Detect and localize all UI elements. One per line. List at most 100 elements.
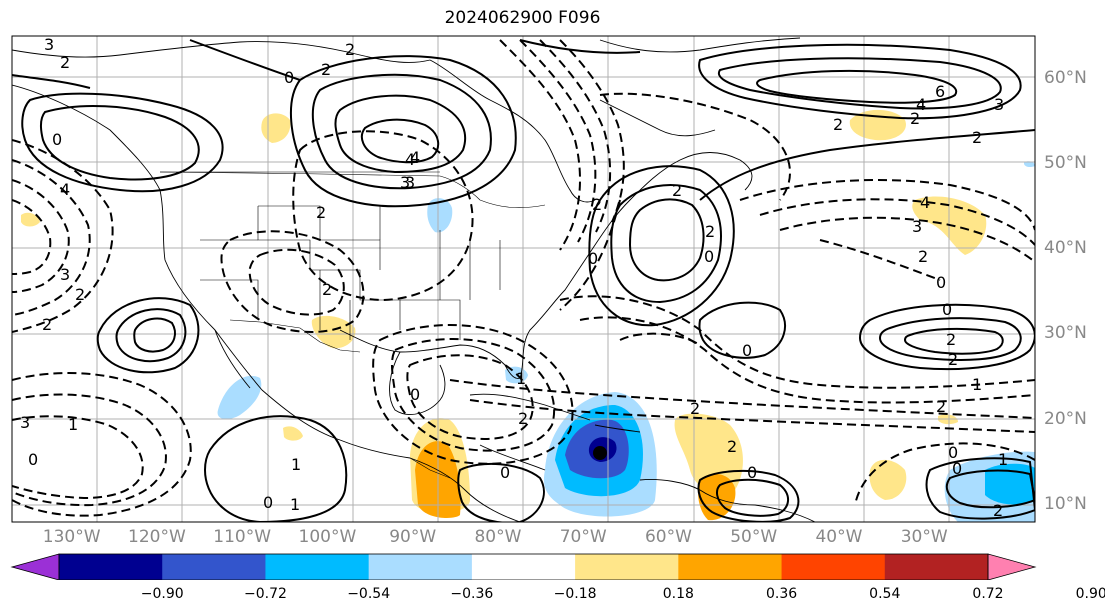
- contour-label: 1: [516, 369, 526, 388]
- contour-label: 1: [998, 450, 1008, 469]
- contour-label: 2: [972, 128, 982, 147]
- colorbar-tick-label: −0.36: [450, 586, 494, 602]
- contour-label: 2: [993, 501, 1003, 520]
- colorbar-tick-label: 0.36: [765, 586, 798, 602]
- contour-label: 2: [322, 280, 332, 299]
- latitude-label: 30°N: [1044, 323, 1087, 344]
- contour-label: 0: [588, 249, 598, 268]
- contour-label: 2: [60, 53, 70, 72]
- contour-label: 0: [704, 247, 714, 266]
- shade-mexico-positive: [311, 315, 356, 349]
- colorbar-segment: [575, 554, 679, 580]
- contour-label: 2: [672, 181, 682, 200]
- contour-label: 2: [75, 285, 85, 304]
- colorbar: [10, 553, 1037, 580]
- contour-label: 0: [500, 463, 510, 482]
- contour-label: 4: [405, 150, 415, 169]
- contour-label: 4: [920, 193, 930, 212]
- contour-label: 3: [44, 35, 54, 54]
- shade-pacific-positive-c: [21, 212, 40, 227]
- colorbar-segment: [678, 554, 783, 580]
- shade-atlantic-negative-medium: [985, 463, 1035, 505]
- longitude-label: 110°W: [213, 527, 272, 547]
- contour-label: 0: [948, 443, 958, 462]
- contour-label: 2: [936, 397, 946, 416]
- contour-label: 0: [263, 493, 273, 512]
- contour-label: 0: [28, 450, 38, 469]
- latitude-label: 10°N: [1044, 493, 1087, 514]
- contour-label: 0: [936, 273, 946, 292]
- colorbar-segment: [162, 554, 266, 580]
- longitude-label: 100°W: [298, 527, 357, 547]
- contour-label: 3: [912, 217, 922, 236]
- shade-atlantic-negative-small: [1024, 161, 1035, 168]
- contour-label: 2: [690, 399, 700, 418]
- contour-label: 2: [946, 330, 956, 349]
- colorbar-tick-label: −0.54: [347, 586, 391, 602]
- contour-label: 0: [284, 68, 294, 87]
- contour-label: 3: [994, 95, 1004, 114]
- colorbar-tick-label: 0.72: [972, 586, 1004, 602]
- latitude-label: 20°N: [1044, 408, 1087, 429]
- solid-contours: [12, 39, 1035, 522]
- contour-label: 0: [952, 459, 962, 478]
- colorbar-segment: [59, 554, 163, 580]
- colorbar-tick-label: −0.72: [243, 586, 287, 602]
- latitude-label: 50°N: [1044, 152, 1087, 173]
- longitude-label: 80°W: [474, 527, 522, 547]
- contour-label: 3: [20, 413, 30, 432]
- colorbar-extend-max: [987, 553, 1037, 580]
- contour-label: 2: [321, 60, 331, 79]
- shade-caribbean-negative-center: [593, 446, 607, 460]
- contour-label: 2: [518, 409, 528, 428]
- colorbar-segment: [471, 554, 576, 580]
- longitude-label: 120°W: [128, 527, 186, 547]
- contour-label: 1: [291, 455, 301, 474]
- colorbar-extend-min: [10, 553, 60, 580]
- shade-pacific-positive-b: [283, 426, 303, 441]
- longitude-label: 60°W: [644, 527, 692, 547]
- contour-label: 0: [747, 463, 757, 482]
- latitude-label: 40°N: [1044, 238, 1087, 259]
- map-panel: 3 2 0 3 2 2 0 2 4 3 2 2 1 0 4 3 2 0 1 1 …: [11, 35, 1036, 523]
- contour-label: 3: [400, 173, 410, 192]
- political-boundaries: [159, 171, 546, 479]
- contour-label: 3: [60, 265, 70, 284]
- colorbar-tick-label: −0.18: [553, 586, 597, 602]
- shade-great-lakes-negative: [427, 198, 453, 233]
- shade-baja-negative: [217, 375, 262, 420]
- contour-label: 2: [948, 350, 958, 369]
- contour-label: 2: [592, 195, 602, 214]
- longitude-label: 50°W: [730, 527, 778, 547]
- contour-label: 4: [916, 95, 926, 114]
- shade-atlantic-positive-c: [869, 459, 907, 500]
- colorbar-segment: [781, 554, 886, 580]
- contour-label: 2: [316, 203, 326, 222]
- contour-label: 2: [727, 437, 737, 456]
- colorbar-tick-label: 0.90: [1075, 586, 1105, 602]
- contour-label: 4: [60, 180, 70, 199]
- colorbar-segment: [265, 554, 370, 580]
- shading-layer: [21, 109, 1035, 522]
- contour-label: 2: [918, 247, 928, 266]
- longitude-label: 90°W: [389, 527, 437, 547]
- longitude-label: 70°W: [559, 527, 607, 547]
- longitude-label: 40°W: [815, 527, 863, 547]
- colorbar-tick-label: 0.54: [869, 586, 901, 602]
- contour-label: 0: [52, 130, 62, 149]
- coastlines: [12, 37, 816, 522]
- latitude-label: 60°N: [1044, 67, 1087, 88]
- contour-label: 2: [833, 115, 843, 134]
- colorbar-segment: [884, 554, 989, 580]
- longitude-label: 130°W: [42, 527, 101, 547]
- shade-atlantic-positive-a: [674, 413, 744, 494]
- colorbar-outline: [58, 553, 989, 580]
- contour-label: 6: [935, 82, 945, 101]
- contour-label: 0: [410, 385, 420, 404]
- contour-label: 1: [68, 415, 78, 434]
- contour-label: 2: [42, 315, 52, 334]
- colorbar-segment: [368, 554, 473, 580]
- contour-label: 1: [290, 495, 300, 514]
- colorbar-tick-label: 0.18: [662, 586, 694, 602]
- dashed-contours: [12, 39, 1035, 517]
